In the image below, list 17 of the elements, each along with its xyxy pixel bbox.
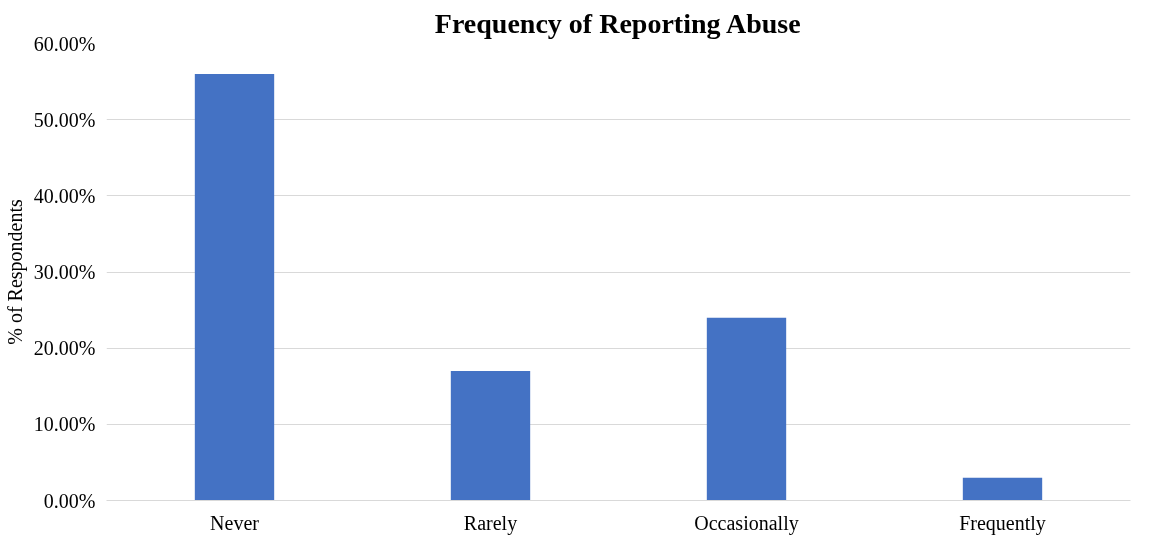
y-tick-label: 40.00% [33,184,96,207]
bar [706,317,787,501]
chart-title: Frequency of Reporting Abuse [434,7,801,39]
y-tick-label: 10.00% [33,413,96,436]
x-tick-label: Never [210,511,260,534]
y-tick-label: 30.00% [33,261,96,283]
bar [450,371,531,501]
x-tick-label: Rarely [463,511,518,535]
x-tick-label: Occasionally [694,511,799,535]
y-tick-label: 0.00% [43,489,96,512]
y-tick-label: 20.00% [33,337,96,360]
x-tick-label: Frequently [959,511,1046,535]
y-tick-label: 50.00% [33,108,96,131]
bar [194,73,275,501]
y-axis-title: % of Respondents [3,199,27,345]
bar [962,477,1043,501]
y-tick-label: 60.00% [33,32,96,55]
